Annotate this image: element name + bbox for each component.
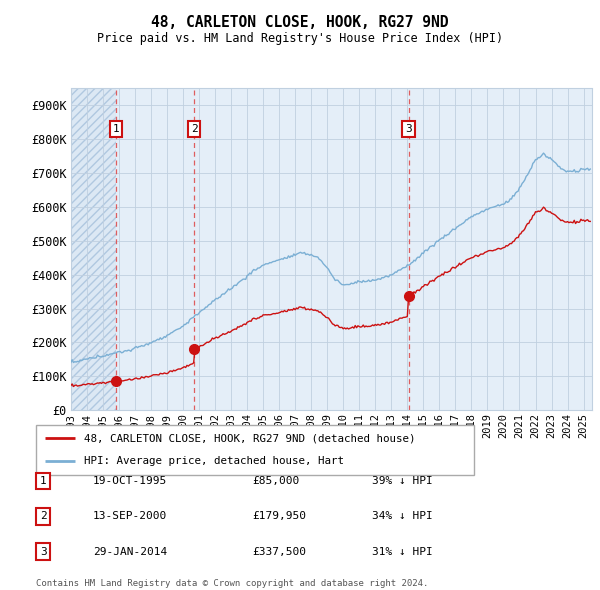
Bar xyxy=(409,88,592,410)
Text: 1: 1 xyxy=(112,124,119,134)
Text: £85,000: £85,000 xyxy=(252,476,299,486)
Text: 2: 2 xyxy=(40,512,47,521)
Text: 13-SEP-2000: 13-SEP-2000 xyxy=(93,512,167,521)
Text: 48, CARLETON CLOSE, HOOK, RG27 9ND: 48, CARLETON CLOSE, HOOK, RG27 9ND xyxy=(151,15,449,30)
Text: Price paid vs. HM Land Registry's House Price Index (HPI): Price paid vs. HM Land Registry's House … xyxy=(97,32,503,45)
Text: 48, CARLETON CLOSE, HOOK, RG27 9ND (detached house): 48, CARLETON CLOSE, HOOK, RG27 9ND (deta… xyxy=(84,433,416,443)
Bar xyxy=(116,88,194,410)
Text: HPI: Average price, detached house, Hart: HPI: Average price, detached house, Hart xyxy=(84,457,344,467)
Text: 19-OCT-1995: 19-OCT-1995 xyxy=(93,476,167,486)
FancyBboxPatch shape xyxy=(36,425,474,475)
Text: 1: 1 xyxy=(40,476,47,486)
Text: £337,500: £337,500 xyxy=(252,547,306,556)
Bar xyxy=(71,88,116,410)
Bar xyxy=(194,88,409,410)
Text: 3: 3 xyxy=(405,124,412,134)
Text: 39% ↓ HPI: 39% ↓ HPI xyxy=(372,476,433,486)
Text: £179,950: £179,950 xyxy=(252,512,306,521)
Text: 2: 2 xyxy=(191,124,197,134)
Text: 34% ↓ HPI: 34% ↓ HPI xyxy=(372,512,433,521)
Text: 29-JAN-2014: 29-JAN-2014 xyxy=(93,547,167,556)
Text: 31% ↓ HPI: 31% ↓ HPI xyxy=(372,547,433,556)
Text: 3: 3 xyxy=(40,547,47,556)
Text: Contains HM Land Registry data © Crown copyright and database right 2024.
This d: Contains HM Land Registry data © Crown c… xyxy=(36,579,428,590)
